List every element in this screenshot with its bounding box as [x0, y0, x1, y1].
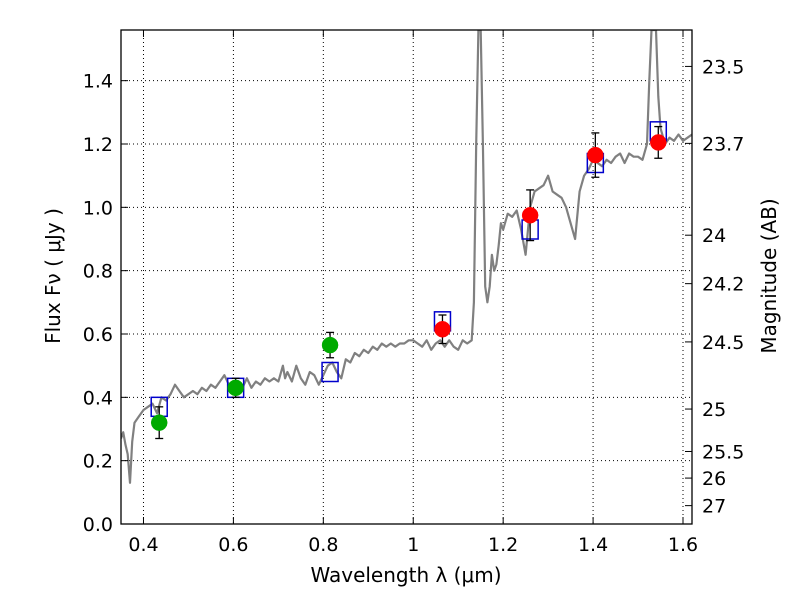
magnitude-tick-label: 24.2	[702, 274, 744, 296]
y-tick-label: 0.2	[83, 451, 113, 473]
magnitude-tick-label: 26	[702, 468, 726, 490]
magnitude-tick-label: 25.5	[702, 441, 744, 463]
magnitude-tick-label: 27	[702, 496, 726, 518]
y-tick-label: 0.6	[83, 324, 113, 346]
y-tick-label: 1.4	[83, 71, 113, 93]
y-tick-label: 1.2	[83, 134, 113, 156]
spectrum-layer	[121, 30, 692, 484]
observed-flux-point	[650, 134, 667, 151]
observed-flux-point	[150, 414, 168, 431]
y-tick-label: 0.4	[83, 387, 113, 409]
x-tick-label: 0.6	[218, 534, 248, 556]
observed-flux-point	[587, 146, 604, 164]
x-tick-label: 1.2	[488, 534, 518, 556]
right-y-axis-title: Magnitude (AB)	[757, 198, 781, 353]
tick-layer	[121, 30, 692, 525]
x-tick-label: 1.4	[578, 534, 608, 556]
x-tick-label: 0.4	[128, 534, 158, 556]
marker-layer	[150, 121, 668, 440]
x-tick-label: 1.6	[668, 534, 698, 556]
magnitude-tick-label: 23.5	[702, 56, 744, 78]
y-tick-label: 0.8	[83, 261, 113, 283]
x-axis-title: Wavelength λ (μm)	[310, 563, 501, 587]
model-photometry-square	[321, 361, 339, 383]
tick-label-layer: 0.4 0.6 0.8 1 1.2 1.4 1.6 0.0 0.2 0.4 0.6 0.8 1.0 1.2…	[83, 56, 745, 556]
y-axis-title: Flux Fν ( μJy )	[41, 208, 65, 344]
spectrum-line	[121, 30, 692, 484]
magnitude-tick-label: 25	[702, 399, 726, 421]
plot-frame	[120, 29, 693, 525]
y-tick-label: 1.0	[83, 197, 113, 219]
x-tick-label: 1	[407, 534, 419, 556]
observed-flux-point	[227, 379, 244, 397]
y-tick-label: 0.0	[83, 514, 113, 536]
magnitude-tick-label: 23.7	[702, 133, 744, 155]
observed-flux-point	[521, 207, 539, 224]
magnitude-tick-label: 24	[702, 225, 726, 247]
observed-flux-point	[321, 336, 339, 354]
magnitude-tick-label: 24.5	[702, 332, 744, 354]
observed-flux-point	[434, 321, 451, 338]
x-tick-label: 0.8	[308, 534, 338, 556]
